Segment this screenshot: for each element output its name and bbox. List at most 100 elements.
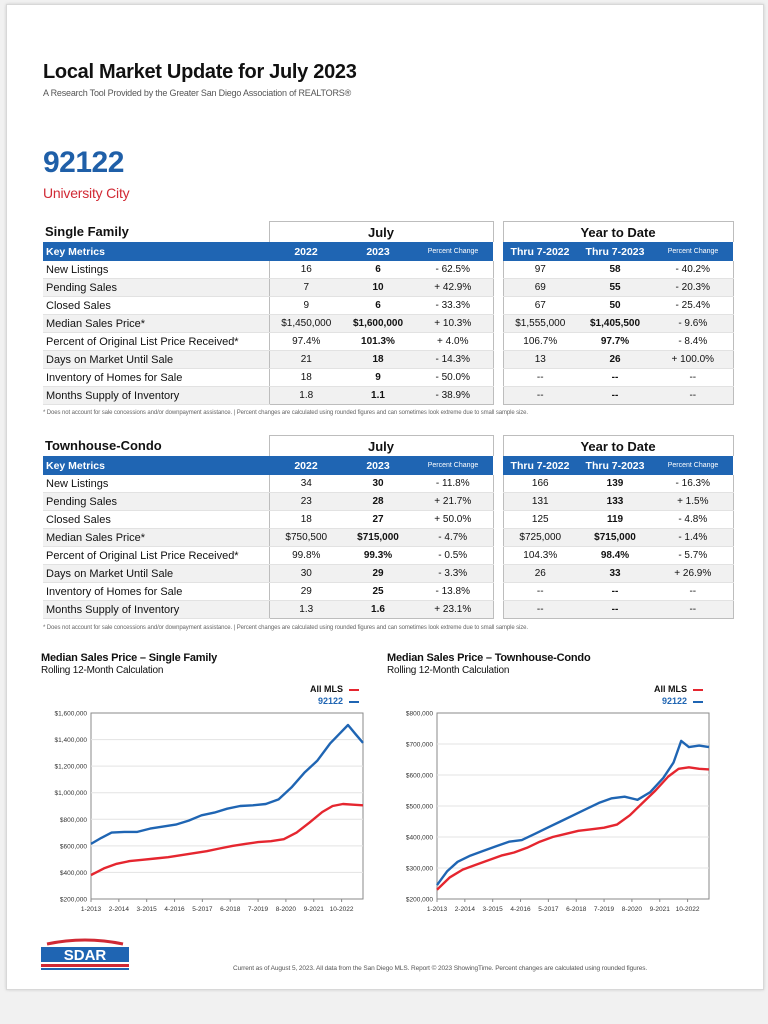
- value-2023: 1.6: [343, 600, 413, 619]
- col-thru-2023: Thru 7-2023: [577, 456, 654, 475]
- value-2023: 101.3%: [343, 332, 413, 351]
- legend-swatch: [693, 688, 703, 691]
- value-thru-2023: $715,000: [577, 528, 654, 547]
- value-thru-2022: 166: [502, 475, 578, 493]
- sdar-logo: SDAR: [41, 938, 129, 970]
- table-row: New Listings 34 30- 11.8% 166 139- 16.3%: [43, 475, 734, 493]
- ytd-percent-change: + 26.9%: [653, 564, 734, 583]
- x-tick-label: 7-2019: [594, 906, 615, 913]
- percent-change: - 38.9%: [413, 386, 494, 405]
- value-2023: 6: [343, 296, 413, 315]
- col-2023: 2023: [343, 456, 413, 475]
- chart-subtitle-single-family: Rolling 12-Month Calculation: [41, 665, 164, 676]
- x-tick-label: 4-2016: [164, 906, 185, 913]
- percent-change: + 4.0%: [413, 332, 494, 351]
- metric-name: Days on Market Until Sale: [43, 564, 269, 583]
- ytd-percent-change: --: [653, 368, 734, 387]
- metric-name: Percent of Original List Price Received*: [43, 546, 269, 565]
- percent-change: - 62.5%: [413, 261, 494, 279]
- y-tick-label: $400,000: [406, 835, 433, 842]
- value-thru-2023: --: [577, 386, 654, 405]
- y-tick-label: $1,000,000: [54, 790, 87, 797]
- value-thru-2023: 119: [577, 510, 654, 529]
- value-thru-2023: 133: [577, 492, 654, 511]
- logo-text: SDAR: [64, 947, 107, 964]
- section-title: Single Family: [45, 224, 129, 240]
- value-2022: 1.3: [268, 600, 343, 619]
- group-header-july: July: [268, 221, 494, 242]
- x-tick-label: 1-2013: [427, 906, 448, 913]
- y-tick-label: $500,000: [406, 804, 433, 811]
- single-family-footnote: * Does not account for sale concessions …: [43, 410, 528, 416]
- value-2022: 1.8: [268, 386, 343, 405]
- chart-subtitle-townhouse: Rolling 12-Month Calculation: [387, 665, 510, 676]
- y-tick-label: $1,600,000: [54, 711, 87, 718]
- ytd-percent-change: - 9.6%: [653, 314, 734, 333]
- x-tick-label: 2-2014: [455, 906, 476, 913]
- zip-code: 92122: [43, 146, 124, 179]
- table-row: Closed Sales 9 6- 33.3% 67 50- 25.4%: [43, 296, 734, 315]
- ytd-percent-change: - 1.4%: [653, 528, 734, 547]
- legend-label: 92122: [317, 696, 343, 706]
- table-row: Percent of Original List Price Received*…: [43, 332, 734, 351]
- y-tick-label: $200,000: [406, 897, 433, 904]
- value-2023: 1.1: [343, 386, 413, 405]
- value-2023: 30: [343, 475, 413, 493]
- value-thru-2023: 139: [577, 475, 654, 493]
- value-2023: $715,000: [343, 528, 413, 547]
- table-row: Days on Market Until Sale 30 29- 3.3% 26 33 +…: [43, 564, 734, 583]
- ytd-percent-change: - 16.3%: [653, 475, 734, 493]
- value-2022: 18: [268, 510, 343, 529]
- x-tick-label: 1-2013: [81, 906, 102, 913]
- table-row: Inventory of Homes for Sale 29 25- 13.8% --…: [43, 582, 734, 601]
- value-thru-2022: 13: [502, 350, 578, 369]
- col-thru-2022: Thru 7-2022: [503, 456, 578, 475]
- x-tick-label: 3-2015: [137, 906, 158, 913]
- value-2022: 29: [268, 582, 343, 601]
- value-thru-2023: 55: [577, 278, 654, 297]
- percent-change: - 0.5%: [413, 546, 494, 565]
- value-2023: 28: [343, 492, 413, 511]
- value-thru-2022: 131: [502, 492, 578, 511]
- ytd-percent-change: --: [653, 386, 734, 405]
- value-2023: 6: [343, 261, 413, 279]
- value-2023: 99.3%: [343, 546, 413, 565]
- value-2022: 18: [268, 368, 343, 387]
- section-title: Townhouse-Condo: [45, 438, 162, 454]
- table-row: Median Sales Price* $750,500 $715,000- 4.7…: [43, 528, 734, 547]
- value-thru-2022: --: [502, 386, 578, 405]
- percent-change: + 10.3%: [413, 314, 494, 333]
- value-2022: 97.4%: [268, 332, 343, 351]
- percent-change: + 42.9%: [413, 278, 494, 297]
- table-row: Percent of Original List Price Received*…: [43, 546, 734, 565]
- value-thru-2022: 67: [502, 296, 578, 315]
- col-ytd-percent-change: Percent Change: [653, 242, 734, 261]
- x-tick-label: 5-2017: [538, 906, 559, 913]
- legend-item-all-mls: All MLS: [611, 684, 703, 694]
- ytd-percent-change: - 40.2%: [653, 261, 734, 279]
- legend-swatch: [349, 688, 359, 691]
- x-tick-label: 3-2015: [483, 906, 504, 913]
- chart-title-townhouse: Median Sales Price – Townhouse-Condo: [387, 652, 591, 664]
- series-line-92122: [436, 739, 710, 886]
- col-percent-change: Percent Change: [413, 456, 494, 475]
- legend-swatch: [349, 700, 359, 703]
- chart-title-single-family: Median Sales Price – Single Family: [41, 652, 217, 664]
- plot-area: [90, 712, 364, 900]
- value-thru-2023: 26: [577, 350, 654, 369]
- group-header-ytd: Year to Date: [502, 221, 734, 242]
- y-tick-label: $1,400,000: [54, 737, 87, 744]
- percent-change: - 3.3%: [413, 564, 494, 583]
- page-subtitle: A Research Tool Provided by the Greater …: [43, 88, 352, 98]
- series-line-all-mls: [90, 802, 364, 877]
- series-line-all-mls: [436, 766, 710, 891]
- value-2022: 23: [268, 492, 343, 511]
- metric-name: Inventory of Homes for Sale: [43, 368, 269, 387]
- group-header-ytd: Year to Date: [502, 435, 734, 456]
- metric-name: Months Supply of Inventory: [43, 386, 269, 405]
- value-thru-2022: $1,555,000: [502, 314, 578, 333]
- value-thru-2022: 97: [502, 261, 578, 279]
- x-tick-label: 9-2021: [650, 906, 671, 913]
- ytd-percent-change: - 4.8%: [653, 510, 734, 529]
- metric-name: Months Supply of Inventory: [43, 600, 269, 619]
